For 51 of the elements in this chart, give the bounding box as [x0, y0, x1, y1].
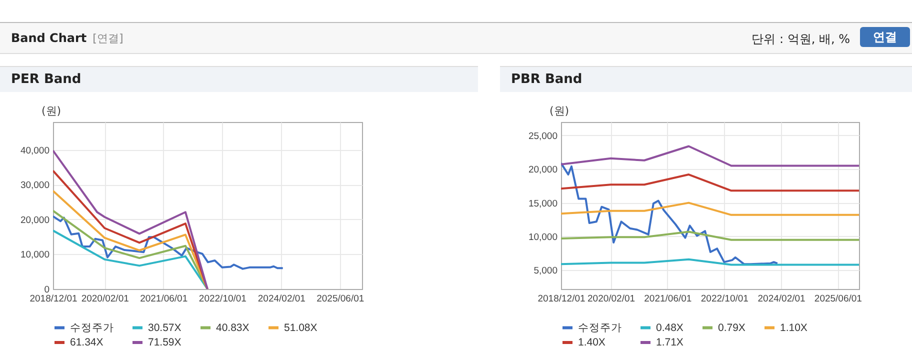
legend-label: 71.59X: [148, 336, 182, 348]
x-tick-label: 2021/06/01: [140, 294, 188, 304]
legend-label: 1.71X: [656, 336, 684, 348]
chart-title: PER Band: [0, 66, 478, 92]
x-tick-label: 2021/06/01: [644, 294, 692, 304]
line-series: [561, 202, 859, 216]
legend-label: 51.08X: [284, 322, 318, 334]
y-tick-label: 5,000: [534, 266, 558, 277]
legend-label: 61.34X: [70, 336, 104, 348]
legend-label: 0.48X: [656, 322, 684, 334]
y-axis-title: (원): [550, 104, 570, 118]
x-tick-label: 2020/02/01: [81, 294, 129, 304]
x-tick-label: 2024/02/01: [758, 294, 806, 304]
chart-title: PBR Band: [500, 66, 912, 92]
line-series: [53, 210, 208, 289]
line-series: [561, 145, 859, 167]
text: Band Chart: [11, 31, 87, 45]
line-series: [561, 174, 859, 192]
y-tick-label: 10,000: [528, 232, 558, 243]
y-tick-label: 30,000: [20, 180, 50, 192]
x-tick-label: 2025/06/01: [316, 294, 364, 304]
y-tick-label: 15,000: [528, 198, 558, 210]
x-tick-label: 2018/12/01: [538, 294, 586, 304]
line-series: [53, 190, 208, 289]
legend-label: 수정주가: [578, 322, 622, 334]
text: [연결]: [92, 32, 124, 45]
line-series: [561, 230, 859, 241]
y-tick-label: 20,000: [528, 164, 558, 176]
x-tick-label: 2024/02/01: [258, 294, 306, 304]
legend-label: 1.10X: [780, 322, 808, 334]
y-tick-label: 0: [44, 284, 50, 296]
legend-label: 30.57X: [148, 322, 182, 334]
line-series: [53, 215, 284, 270]
text: 단위 : 억원, 배, %: [752, 31, 850, 48]
x-tick-label: 2022/10/01: [198, 294, 246, 304]
y-tick-label: 10,000: [20, 250, 50, 261]
y-tick-label: 20,000: [20, 214, 50, 226]
line-series: [561, 162, 778, 266]
y-tick-label: 25,000: [528, 130, 558, 142]
text: 연결: [860, 27, 910, 47]
line-series: [53, 230, 208, 289]
y-axis-title: (원): [42, 104, 62, 118]
y-tick-label: 40,000: [20, 145, 50, 156]
legend-label: 수정주가: [70, 322, 114, 334]
x-tick-label: 2025/06/01: [814, 294, 862, 304]
x-tick-label: 2020/02/01: [587, 294, 636, 304]
legend-label: 0.79X: [718, 322, 746, 334]
x-tick-label: 2022/10/01: [700, 294, 748, 304]
x-tick-label: 2018/12/01: [30, 294, 78, 304]
legend-label: 40.83X: [216, 322, 250, 334]
legend-label: 1.40X: [578, 336, 606, 348]
